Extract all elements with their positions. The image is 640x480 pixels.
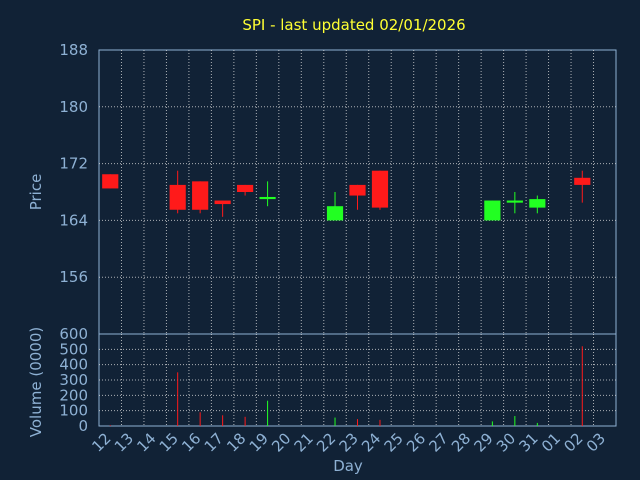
volume-tick-label: 300	[59, 371, 88, 389]
candle-body	[192, 181, 209, 210]
candle-body	[529, 199, 546, 208]
candle-body	[574, 177, 591, 185]
price-tick-label: 172	[59, 155, 88, 173]
candle-body	[371, 170, 389, 208]
candle-body	[237, 184, 254, 192]
price-y-axis: 156 164 172 180 188	[59, 41, 88, 286]
candle-body	[506, 200, 523, 203]
volume-tick-label: 400	[59, 356, 88, 374]
candle-body	[349, 184, 366, 196]
price-axis-title: Price	[27, 174, 45, 211]
candle-body	[169, 184, 186, 210]
volume-tick-label: 500	[59, 340, 88, 358]
candle-body	[214, 200, 231, 205]
volume-series	[109, 346, 583, 426]
price-tick-label: 180	[59, 98, 88, 116]
volume-tick-label: 200	[59, 386, 88, 404]
day-axis-title: Day	[333, 457, 363, 475]
price-tick-label: 164	[59, 211, 88, 229]
price-tick-label: 188	[59, 41, 88, 59]
volume-axis-title: Volume (0000)	[27, 327, 45, 437]
day-axis: 1213141516171819202122232425262728293031…	[88, 429, 609, 455]
volume-tick-label: 0	[78, 417, 88, 435]
candle-body	[484, 200, 501, 221]
volume-tick-label: 100	[59, 402, 88, 420]
volume-grid	[99, 334, 616, 426]
candlestick-series	[102, 170, 591, 221]
price-tick-label: 156	[59, 268, 88, 286]
candle-body	[259, 196, 276, 200]
candle-body	[326, 206, 344, 221]
volume-tick-label: 600	[59, 325, 88, 343]
chart-title: SPI - last updated 02/01/2026	[242, 16, 465, 34]
price-grid	[99, 50, 616, 334]
candle-body	[102, 174, 119, 189]
